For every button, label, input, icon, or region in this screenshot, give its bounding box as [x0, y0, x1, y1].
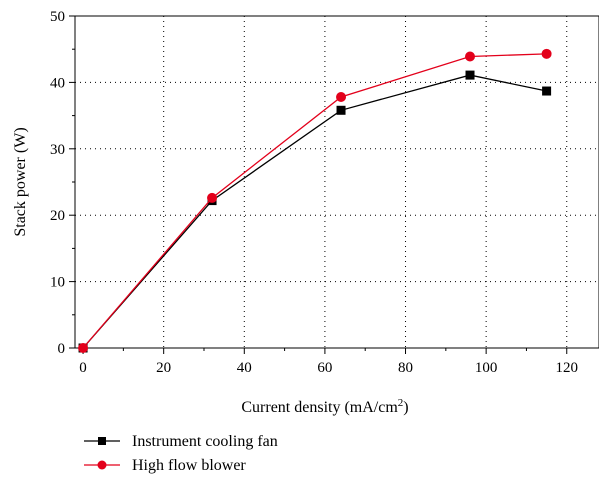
legend-item: High flow blower [84, 457, 246, 474]
y-tick-label: 0 [58, 341, 66, 357]
series-line [82, 74, 547, 349]
series-1 [78, 70, 552, 353]
x-tick-label: 80 [398, 360, 413, 376]
plot-frame [74, 15, 599, 349]
y-tick-label: 30 [50, 142, 65, 158]
x-axis-title-suffix: ) [403, 399, 408, 416]
y-tick-label: 50 [50, 9, 65, 25]
data-point [336, 92, 347, 103]
data-point [207, 192, 218, 203]
x-axis-title-main: Current density (mA/cm [241, 399, 398, 416]
data-point [78, 343, 89, 353]
x-tick-label: 20 [156, 360, 171, 376]
x-axis-title: Current density (mA/cm2) [241, 397, 408, 416]
data-point [465, 51, 476, 62]
grid [75, 16, 599, 348]
series-line [82, 53, 547, 349]
x-tick-label: 120 [556, 360, 579, 376]
legend-marker [97, 460, 107, 470]
legend-label: Instrument cooling fan [132, 433, 278, 450]
legend-marker [98, 437, 106, 445]
data-point [336, 105, 346, 115]
series-2 [78, 48, 552, 353]
x-tick-label: 0 [79, 360, 87, 376]
legend: Instrument cooling fan High flow blower [84, 433, 278, 474]
data-point [542, 86, 552, 96]
x-tick-label: 40 [237, 360, 252, 376]
legend-item: Instrument cooling fan [84, 433, 278, 450]
data-point [465, 70, 475, 80]
axes: 0 20 40 60 80 100 120 0 10 20 30 40 50 [50, 9, 578, 376]
legend-label: High flow blower [132, 457, 246, 474]
series-layer [78, 48, 552, 353]
y-tick-label: 10 [50, 275, 65, 291]
y-tick-label: 20 [50, 208, 65, 224]
x-tick-label: 100 [475, 360, 498, 376]
x-tick-label: 60 [317, 360, 332, 376]
data-point [541, 48, 552, 59]
x-axis-title-sup: 2 [398, 397, 404, 409]
y-tick-label: 40 [50, 75, 65, 91]
y-axis-title: Stack power (W) [12, 127, 29, 236]
